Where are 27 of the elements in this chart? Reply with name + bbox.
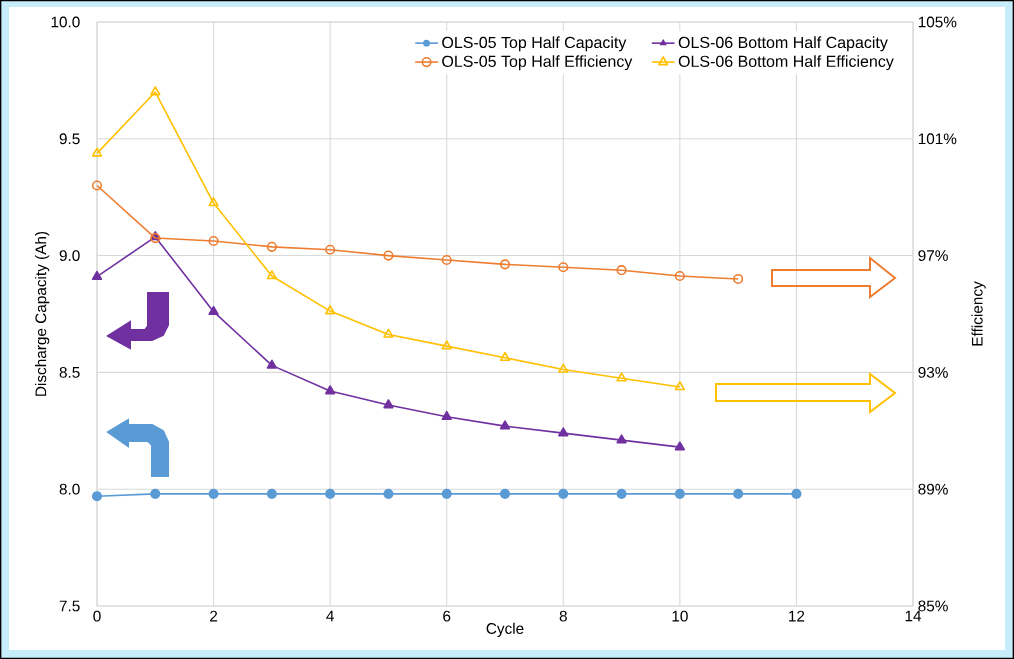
y-tick-label: 9.5: [59, 133, 80, 145]
legend-label: OLS-06 Bottom Half Efficiency: [678, 55, 894, 71]
y2-tick-label: 105%: [918, 16, 957, 28]
x-tick-label: 6: [443, 610, 451, 622]
y-axis-title: Discharge Capacity (Ah): [35, 231, 50, 396]
y-tick-label: 10.0: [51, 16, 80, 28]
y2-tick-label: 85%: [918, 600, 948, 612]
x-tick-label: 10: [672, 610, 688, 622]
x-axis-title: Cycle: [486, 622, 524, 637]
y-tick-label: 8.0: [59, 483, 80, 495]
x-tick-label: 2: [210, 610, 218, 622]
y2-tick-label: 89%: [918, 483, 948, 495]
y2-tick-label: 97%: [918, 250, 948, 262]
legend-label: OLS-06 Bottom Half Capacity: [678, 36, 888, 52]
y2-tick-label: 101%: [918, 133, 957, 145]
y-tick-label: 7.5: [59, 600, 80, 612]
x-tick-label: 14: [905, 610, 922, 622]
x-tick-label: 12: [789, 610, 805, 622]
y-tick-label: 8.5: [59, 366, 80, 378]
x-tick-label: 0: [93, 610, 101, 622]
legend-label: OLS-05 Top Half Capacity: [442, 36, 627, 52]
legend-label: OLS-05 Top Half Efficiency: [442, 55, 633, 71]
y2-axis-title: Efficiency: [971, 281, 986, 346]
x-tick-label: 8: [559, 610, 567, 622]
y-tick-label: 9.0: [59, 250, 80, 262]
y2-tick-label: 93%: [918, 366, 948, 378]
x-tick-label: 4: [326, 610, 334, 622]
